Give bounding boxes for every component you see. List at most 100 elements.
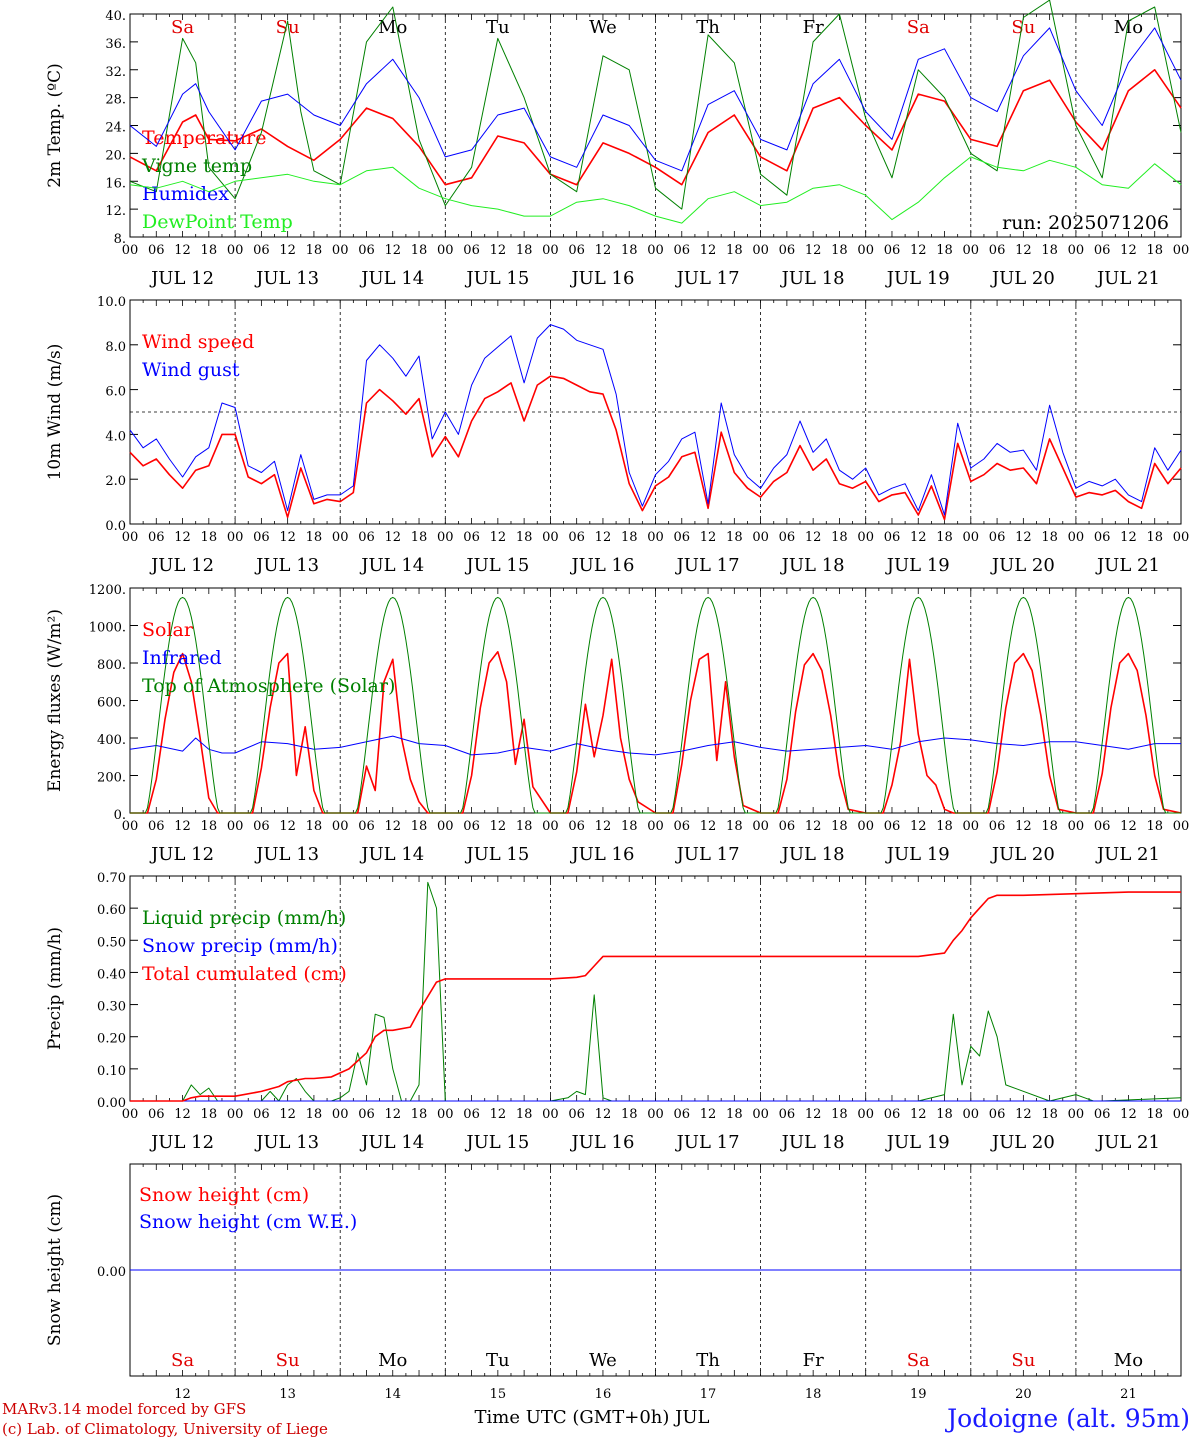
hour-label: 12	[595, 1107, 612, 1122]
day-label: JUL 21	[1095, 268, 1160, 289]
hour-label: 18	[621, 819, 638, 834]
hour-label: 06	[568, 243, 585, 258]
hour-label: 12	[910, 243, 927, 258]
hour-label: 18	[306, 1107, 323, 1122]
weekday-label: Mo	[378, 17, 407, 38]
legend-entry: Snow height (cm W.E.)	[139, 1211, 357, 1233]
hour-label: 06	[463, 819, 480, 834]
y-tick-label: 40.	[105, 9, 126, 24]
hour-label: 12	[1015, 819, 1032, 834]
y-tick-label: 12.	[105, 204, 126, 219]
y-tick-label: 800.	[97, 658, 126, 673]
hour-label: 00	[752, 1107, 769, 1122]
y-tick-label: 8.0	[105, 340, 126, 355]
hour-label: 06	[674, 1107, 691, 1122]
hour-label: 06	[989, 530, 1006, 545]
hour-label: 18	[306, 819, 323, 834]
hour-label: 18	[201, 819, 218, 834]
hour-label: 12	[174, 530, 191, 545]
hour-label: 00	[437, 819, 454, 834]
hour-label: 00	[752, 530, 769, 545]
hour-label: 12	[279, 530, 296, 545]
y-tick-label: 0.0	[105, 519, 126, 534]
day-label: JUL 19	[885, 1132, 950, 1153]
hour-label: 00	[542, 819, 559, 834]
hour-label: 06	[779, 1107, 796, 1122]
hour-label: 06	[358, 243, 375, 258]
legend-entry: Wind speed	[142, 331, 254, 353]
weekday-label: We	[589, 17, 617, 38]
hour-label: 18	[516, 530, 533, 545]
hour-label: 12	[700, 243, 717, 258]
hour-label: 06	[148, 819, 165, 834]
hour-label: 12	[384, 1107, 401, 1122]
panel-2: 0.0 2.0 4.0 6.0 8.0 10.0 10m Wind (m/s) 00 06 12 1…	[45, 295, 1189, 576]
y-tick-label: 0.50	[97, 935, 126, 950]
y-tick-label: 28.	[105, 93, 126, 108]
hour-label: 12	[1015, 1107, 1032, 1122]
hour-label: 00	[437, 243, 454, 258]
day-label: JUL 12	[149, 555, 214, 576]
hour-label: 18	[621, 243, 638, 258]
hour-label: 00	[1173, 530, 1190, 545]
hour-label: 18	[831, 1107, 848, 1122]
hour-label: 18	[726, 243, 743, 258]
day-label: JUL 20	[990, 268, 1055, 289]
panel-1: 8. 12. 16. 20. 24. 28. 32. 36. 40. 2m Temp. (ºC) 0…	[45, 0, 1189, 289]
day-label: JUL 20	[990, 555, 1055, 576]
day-label: JUL 18	[780, 1132, 845, 1153]
weekday-label: Mo	[1114, 17, 1143, 38]
hour-label: 06	[253, 530, 270, 545]
weekday-label: Su	[1011, 1350, 1035, 1371]
day-label: JUL 19	[885, 268, 950, 289]
day-number-label: 13	[279, 1387, 296, 1402]
panel-4: 0.00 0.10 0.20 0.30 0.40 0.50 0.60 0.70 Precip (…	[45, 871, 1189, 1153]
weekday-label: Fr	[803, 17, 824, 38]
weekday-label: Su	[276, 1350, 300, 1371]
hour-label: 18	[621, 1107, 638, 1122]
hour-label: 00	[332, 530, 349, 545]
hour-label: 18	[936, 530, 953, 545]
y-tick-label: 0.	[114, 808, 126, 823]
y-tick-label: 10.0	[97, 295, 126, 310]
hour-label: 12	[174, 819, 191, 834]
y-tick-label: 24.	[105, 121, 126, 136]
day-label: JUL 12	[149, 268, 214, 289]
weekday-label: Fr	[803, 1350, 824, 1371]
hour-label: 00	[752, 819, 769, 834]
hour-label: 06	[989, 819, 1006, 834]
series-line-total-cumulated-cm-	[130, 891, 1181, 1102]
hour-label: 18	[201, 243, 218, 258]
day-label: JUL 12	[149, 844, 214, 865]
legend-entry: Infrared	[142, 647, 222, 669]
y-axis-label: 2m Temp. (ºC)	[45, 63, 65, 188]
y-tick-label: 32.	[105, 65, 126, 80]
weekday-label: Th	[696, 17, 720, 38]
hour-label: 12	[1120, 819, 1137, 834]
hour-label: 18	[936, 819, 953, 834]
hour-label: 12	[384, 530, 401, 545]
y-axis-label: Snow height (cm)	[45, 1194, 65, 1346]
hour-label: 06	[253, 819, 270, 834]
day-label: JUL 16	[569, 844, 634, 865]
hour-label: 18	[411, 530, 428, 545]
x-axis-label: Time UTC (GMT+0h) JUL	[475, 1407, 710, 1428]
hour-label: 12	[700, 1107, 717, 1122]
hour-label: 12	[1015, 243, 1032, 258]
y-tick-label: 0.40	[97, 967, 126, 982]
hour-label: 12	[805, 530, 822, 545]
hour-label: 12	[805, 1107, 822, 1122]
hour-label: 06	[674, 819, 691, 834]
day-label: JUL 19	[885, 844, 950, 865]
y-tick-label: 0.70	[97, 871, 126, 886]
y-tick-label: 16.	[105, 176, 126, 191]
series-line-top-of-atmosphere-solar-	[130, 596, 1181, 814]
hour-label: 12	[490, 1107, 507, 1122]
hour-label: 06	[148, 530, 165, 545]
weekday-label: We	[589, 1350, 617, 1371]
hour-label: 18	[201, 530, 218, 545]
hour-label: 18	[1041, 243, 1058, 258]
hour-label: 00	[963, 530, 980, 545]
hour-label: 12	[805, 243, 822, 258]
day-label: JUL 16	[569, 268, 634, 289]
